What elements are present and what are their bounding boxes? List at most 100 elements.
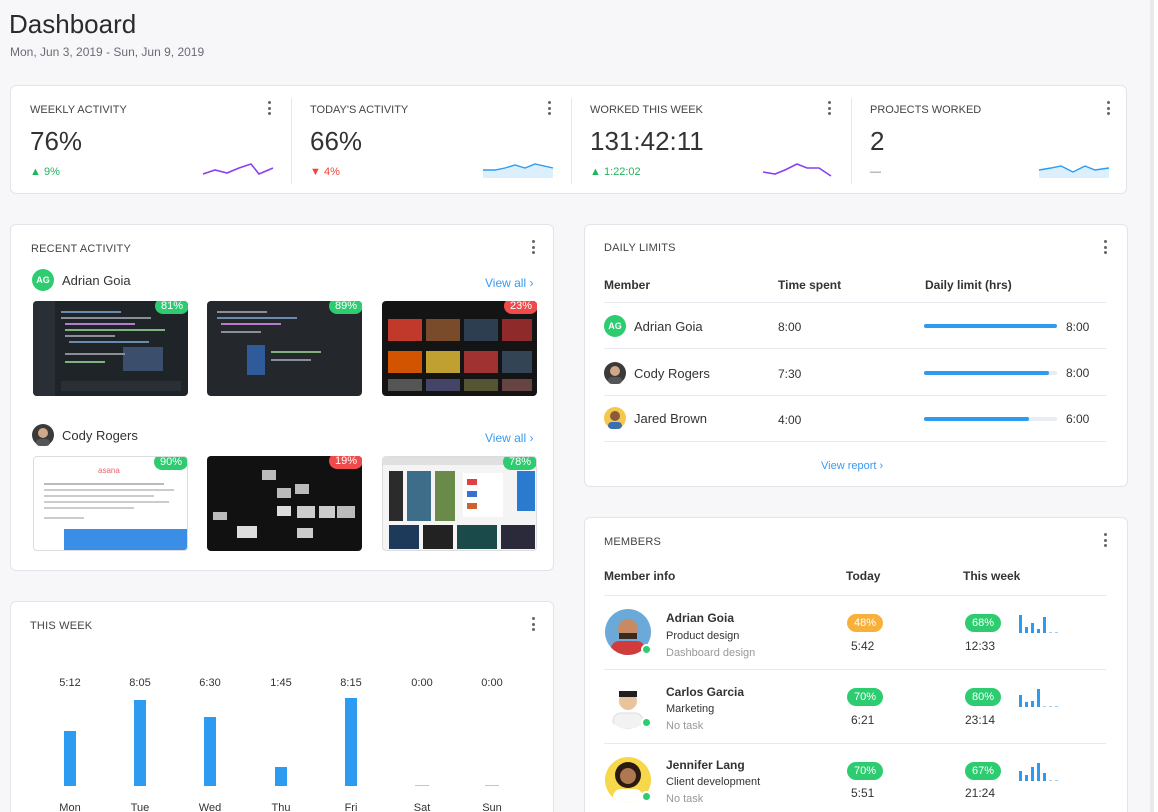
- week-percent-badge: 67%: [965, 762, 1002, 780]
- bar-value-label: 5:12: [59, 677, 81, 689]
- screenshot-thumbnail[interactable]: 81%: [33, 301, 188, 396]
- card-title: THIS WEEK: [30, 620, 93, 632]
- stat-menu-icon[interactable]: [1102, 100, 1114, 116]
- today-sparkline: [483, 163, 554, 178]
- card-title: MEMBERS: [604, 536, 662, 548]
- email-preview: asana: [44, 466, 187, 550]
- member-task: Dashboard design: [666, 647, 756, 659]
- stat-menu-icon[interactable]: [823, 100, 835, 116]
- member-role: Client development: [666, 776, 761, 788]
- person-icon: [608, 411, 622, 429]
- projects-sparkline: [1038, 165, 1110, 178]
- chart-bar-fri[interactable]: [345, 698, 357, 786]
- member-name: Jared Brown: [634, 410, 707, 426]
- divider: [604, 669, 1106, 670]
- column-header-member: Member: [604, 278, 651, 292]
- activity-percent-badge: 90%: [153, 457, 187, 470]
- stat-label: PROJECTS WORKED: [870, 104, 982, 116]
- person-icon: [612, 691, 644, 729]
- view-all-link[interactable]: View all ›: [485, 431, 534, 445]
- week-mini-chart: [1019, 689, 1058, 707]
- page-title: Dashboard: [9, 9, 137, 39]
- card-menu-icon[interactable]: [1099, 532, 1111, 548]
- bar-value-label: 6:30: [199, 677, 221, 689]
- today-time: 5:51: [851, 786, 875, 800]
- avatar: [32, 424, 54, 446]
- day-label: Wed: [198, 802, 222, 812]
- chart-bar-thu[interactable]: [275, 767, 287, 786]
- avatar: [604, 407, 626, 429]
- stat-delta: ▼ 4%: [310, 166, 340, 178]
- view-report-link[interactable]: View report ›: [821, 460, 884, 472]
- daily-limit: 6:00: [1066, 412, 1090, 426]
- week-time: 21:24: [965, 786, 996, 800]
- week-mini-chart: [1019, 763, 1058, 781]
- this-week-card: THIS WEEK 5:12 Mon 8:05 Tue 6:30 Wed 1:45 Thu 8:…: [10, 601, 554, 812]
- card-title: DAILY LIMITS: [604, 242, 676, 254]
- limit-row-member: Jared Brown: [604, 407, 707, 429]
- member-name: Cody Rogers: [634, 365, 710, 381]
- time-spent: 8:00: [778, 320, 802, 334]
- chart-bar-sun[interactable]: [485, 785, 499, 786]
- column-header-time-spent: Time spent: [778, 278, 842, 292]
- divider: [604, 395, 1106, 396]
- day-label: Thu: [271, 802, 291, 812]
- bar-value-label: 8:15: [340, 677, 362, 689]
- divider: [291, 98, 292, 184]
- member-name: Jennifer Lang: [666, 758, 745, 772]
- limit-progress-bar: [924, 371, 1057, 375]
- time-spent: 4:00: [778, 413, 802, 427]
- divider: [851, 98, 852, 184]
- avatar: AG: [604, 315, 626, 337]
- diagram-preview: [213, 470, 355, 538]
- stat-value: 66%: [310, 126, 363, 156]
- stat-menu-icon[interactable]: [263, 100, 275, 116]
- code-editor-preview: [217, 311, 321, 375]
- web-page-preview: [383, 457, 536, 549]
- day-label: Mon: [59, 802, 81, 812]
- stat-projects-worked: PROJECTS WORKED 2 —: [851, 86, 1128, 193]
- code-editor-preview: [33, 301, 181, 396]
- stat-menu-icon[interactable]: [543, 100, 555, 116]
- date-range: Mon, Jun 3, 2019 - Sun, Jun 9, 2019: [10, 45, 205, 59]
- this-week-bar-chart: 5:12 Mon 8:05 Tue 6:30 Wed 1:45 Thu 8:15 Fri 0:00 S…: [11, 602, 555, 812]
- stat-value: 76%: [30, 126, 83, 156]
- member-role: Product design: [666, 630, 740, 642]
- stat-value: 2: [870, 126, 885, 156]
- view-all-link[interactable]: View all ›: [485, 276, 534, 290]
- column-header-today: Today: [846, 569, 881, 583]
- screenshot-thumbnail[interactable]: 89%: [207, 301, 362, 396]
- divider: [604, 441, 1106, 442]
- screenshot-thumbnail[interactable]: 78%: [382, 456, 537, 551]
- bar-value-label: 8:05: [129, 677, 151, 689]
- divider: [571, 98, 572, 184]
- stat-todays-activity: TODAY'S ACTIVITY 66% ▼ 4%: [291, 86, 571, 193]
- day-label: Sun: [482, 802, 502, 812]
- avatar: [604, 362, 626, 384]
- chart-bar-wed[interactable]: [204, 716, 216, 786]
- card-title: RECENT ACTIVITY: [31, 243, 131, 255]
- day-label: Fri: [344, 802, 358, 812]
- divider: [604, 348, 1106, 349]
- screenshot-thumbnail[interactable]: 23%: [382, 301, 537, 396]
- chart-bar-tue[interactable]: [134, 699, 146, 786]
- online-status-dot: [641, 717, 652, 728]
- stat-worked-this-week: WORKED THIS WEEK 131:42:11 ▲ 1:22:02: [571, 86, 851, 193]
- card-menu-icon[interactable]: [1099, 239, 1111, 255]
- screenshot-thumbnail[interactable]: asana 90%: [33, 456, 188, 551]
- activity-percent-badge: 78%: [502, 457, 536, 470]
- card-menu-icon[interactable]: [527, 239, 539, 255]
- screenshot-thumbnail[interactable]: 19%: [207, 456, 362, 551]
- chart-bar-mon[interactable]: [64, 730, 76, 786]
- member-name: Adrian Goia: [666, 611, 735, 625]
- card-menu-icon[interactable]: [527, 616, 539, 632]
- recent-activity-card: RECENT ACTIVITY AG Adrian Goia View all …: [10, 224, 554, 571]
- stat-label: WORKED THIS WEEK: [590, 104, 703, 116]
- limit-progress-fill: [924, 324, 1057, 328]
- stats-card: WEEKLY ACTIVITY 76% ▲ 9% TODAY'S ACTIVIT…: [10, 85, 1127, 194]
- week-time: 12:33: [965, 639, 996, 653]
- daily-limit: 8:00: [1066, 320, 1090, 334]
- chart-bar-sat[interactable]: [415, 785, 429, 786]
- stat-delta: ▲ 9%: [30, 166, 60, 178]
